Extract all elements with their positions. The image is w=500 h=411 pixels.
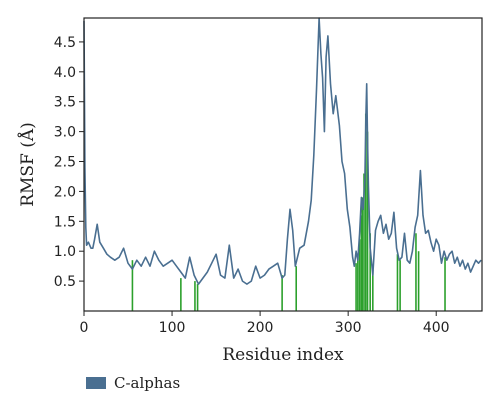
legend-label: C-alphas	[114, 374, 181, 392]
x-tick-label: 400	[423, 320, 450, 336]
y-axis-ticks: 0.5 1.0 1.5 2.0 2.5 3.0 3.5 4.0 4.5	[54, 35, 84, 290]
y-tick-label: 4.0	[54, 65, 76, 81]
y-axis-title: RMSF (Å)	[17, 122, 38, 207]
x-tick-label: 0	[80, 320, 89, 336]
plot-frame	[83, 17, 483, 312]
x-tick-label: 300	[335, 320, 362, 336]
y-tick-label: 0.5	[54, 274, 76, 290]
marker-lines	[131, 113, 446, 311]
y-tick-label: 3.5	[54, 95, 76, 111]
legend: C-alphas	[86, 374, 180, 392]
y-tick-label: 2.0	[54, 184, 76, 200]
y-tick-label: 1.0	[54, 244, 76, 260]
legend-swatch	[86, 377, 106, 389]
x-axis-ticks: 0 100 200 300 400	[80, 311, 450, 336]
series-line-0	[83, 17, 482, 285]
x-tick-label: 200	[247, 320, 274, 336]
y-tick-label: 4.5	[54, 35, 76, 51]
y-tick-label: 1.5	[54, 214, 76, 230]
y-tick-label: 3.0	[54, 125, 76, 141]
y-tick-label: 2.5	[54, 155, 76, 171]
x-axis-title: Residue index	[222, 345, 344, 365]
series-lines	[83, 17, 482, 285]
x-tick-label: 100	[159, 320, 186, 336]
